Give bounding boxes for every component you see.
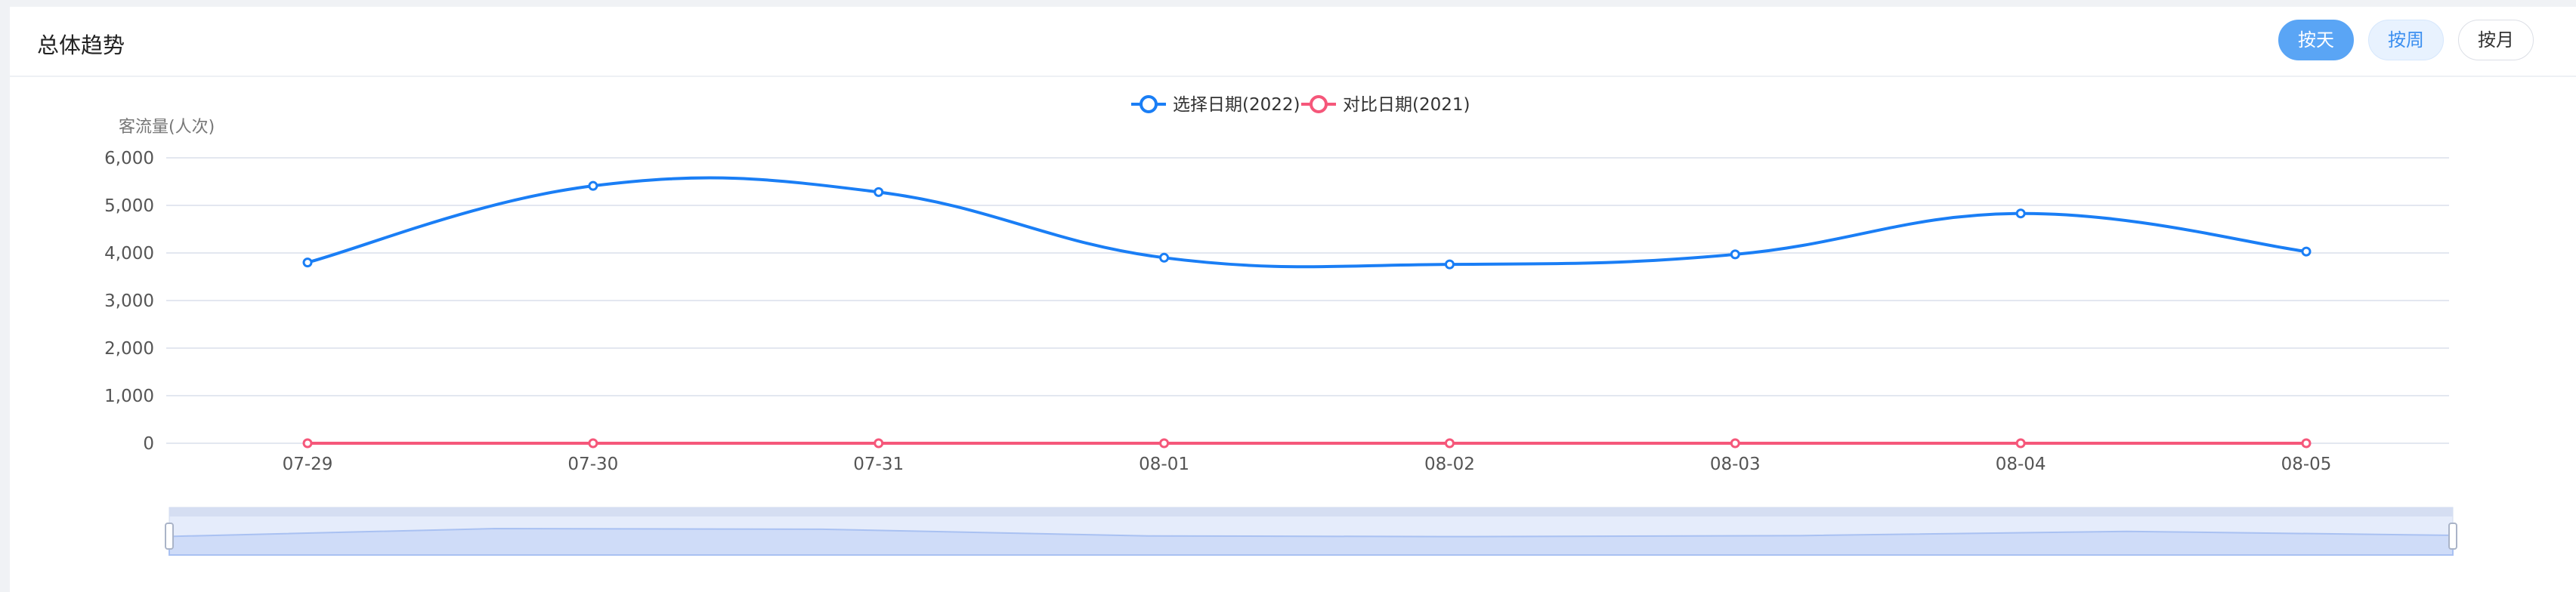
data-zoom-slider[interactable] [165, 507, 2457, 556]
data-point[interactable] [1159, 252, 1170, 263]
y-tick-label: 5,000 [104, 196, 154, 216]
by-day-button[interactable]: 按天 [2278, 20, 2354, 60]
y-tick-label: 4,000 [104, 244, 154, 264]
data-point[interactable] [588, 180, 598, 191]
y-tick-label: 3,000 [104, 291, 154, 311]
legend: 选择日期(2022) 对比日期(2021) [1131, 95, 1470, 115]
page-title: 总体趋势 [37, 32, 125, 58]
data-point[interactable] [2015, 208, 2026, 219]
legend-label-2021: 对比日期(2021) [1343, 95, 1470, 115]
by-month-button[interactable]: 按月 [2458, 20, 2534, 60]
data-zoom-left-handle[interactable] [165, 523, 174, 550]
data-point[interactable] [302, 438, 313, 449]
y-tick-label: 2,000 [104, 339, 154, 359]
x-tick-label: 08-05 [2281, 455, 2332, 474]
y-tick-label: 1,000 [104, 387, 154, 406]
x-tick-label: 08-04 [1996, 455, 2046, 474]
data-point[interactable] [874, 187, 884, 197]
x-tick-label: 08-02 [1424, 455, 1475, 474]
legend-item-2022[interactable]: 选择日期(2022) [1131, 95, 1300, 115]
data-point[interactable] [1444, 259, 1455, 270]
x-tick-label: 08-01 [1139, 455, 1189, 474]
data-zoom-move-handle[interactable] [169, 507, 2453, 516]
trend-card: 总体趋势 按天 按周 按月 [10, 7, 2576, 592]
y-tick-label: 0 [143, 434, 154, 454]
data-point[interactable] [1730, 249, 1740, 260]
x-tick-label: 07-30 [567, 455, 618, 474]
legend-marker-2022 [1140, 95, 1158, 113]
x-tick-label: 07-29 [283, 455, 333, 474]
card-header: 总体趋势 按天 按周 按月 [10, 7, 2576, 77]
x-tick-label: 08-03 [1710, 455, 1761, 474]
series-line-0 [307, 176, 2307, 269]
data-point[interactable] [588, 438, 598, 449]
data-point[interactable] [2015, 438, 2026, 449]
data-point[interactable] [2301, 246, 2312, 257]
data-zoom-right-handle[interactable] [2448, 523, 2457, 550]
y-tick-label: 6,000 [104, 149, 154, 168]
by-week-button[interactable]: 按周 [2368, 20, 2444, 60]
y-axis-title: 客流量(人次) [119, 118, 215, 137]
legend-item-2021[interactable]: 对比日期(2021) [1301, 95, 1470, 115]
data-point[interactable] [1730, 438, 1740, 449]
x-tick-label: 07-31 [853, 455, 904, 474]
legend-marker-2021 [1310, 95, 1328, 113]
data-point[interactable] [2301, 438, 2312, 449]
legend-label-2022: 选择日期(2022) [1173, 95, 1300, 115]
data-point[interactable] [1159, 438, 1170, 449]
data-point[interactable] [1444, 438, 1455, 449]
data-point[interactable] [302, 257, 313, 268]
data-point[interactable] [874, 438, 884, 449]
